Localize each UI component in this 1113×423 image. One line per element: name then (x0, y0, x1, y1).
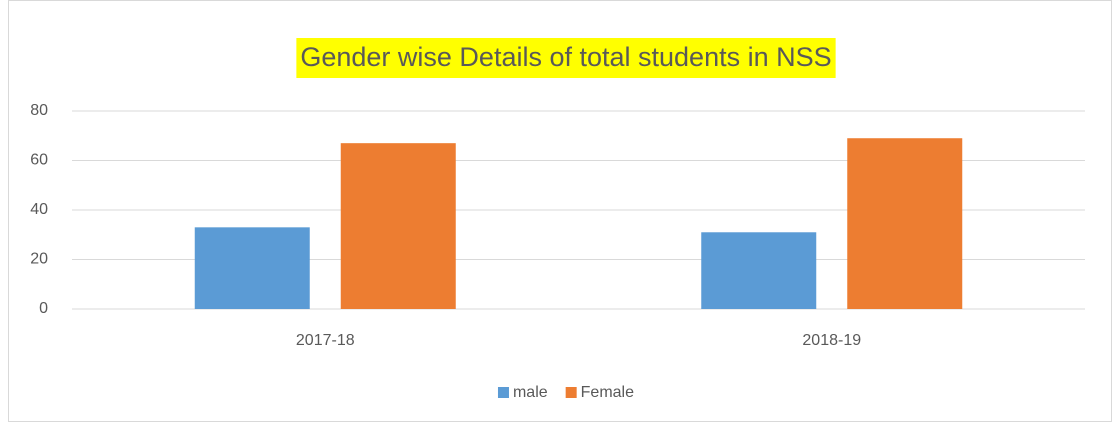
y-tick-label: 80 (30, 102, 48, 119)
bar (340, 143, 456, 309)
legend-label: male (513, 384, 548, 401)
x-tick-label: 2017-18 (296, 332, 355, 349)
x-tick-label: 2018-19 (802, 332, 861, 349)
legend-label: Female (581, 384, 634, 401)
legend-swatch (565, 387, 577, 398)
y-tick-label: 60 (30, 152, 48, 169)
legend-swatch (497, 387, 509, 398)
title-highlight (296, 38, 836, 78)
bar (701, 232, 817, 309)
y-tick-label: 0 (39, 300, 48, 317)
bar (847, 138, 963, 309)
y-tick-label: 20 (30, 251, 48, 268)
y-tick-label: 40 (30, 201, 48, 218)
bar (194, 227, 310, 309)
chart-title: Gender wise Details of total students in… (300, 42, 831, 72)
